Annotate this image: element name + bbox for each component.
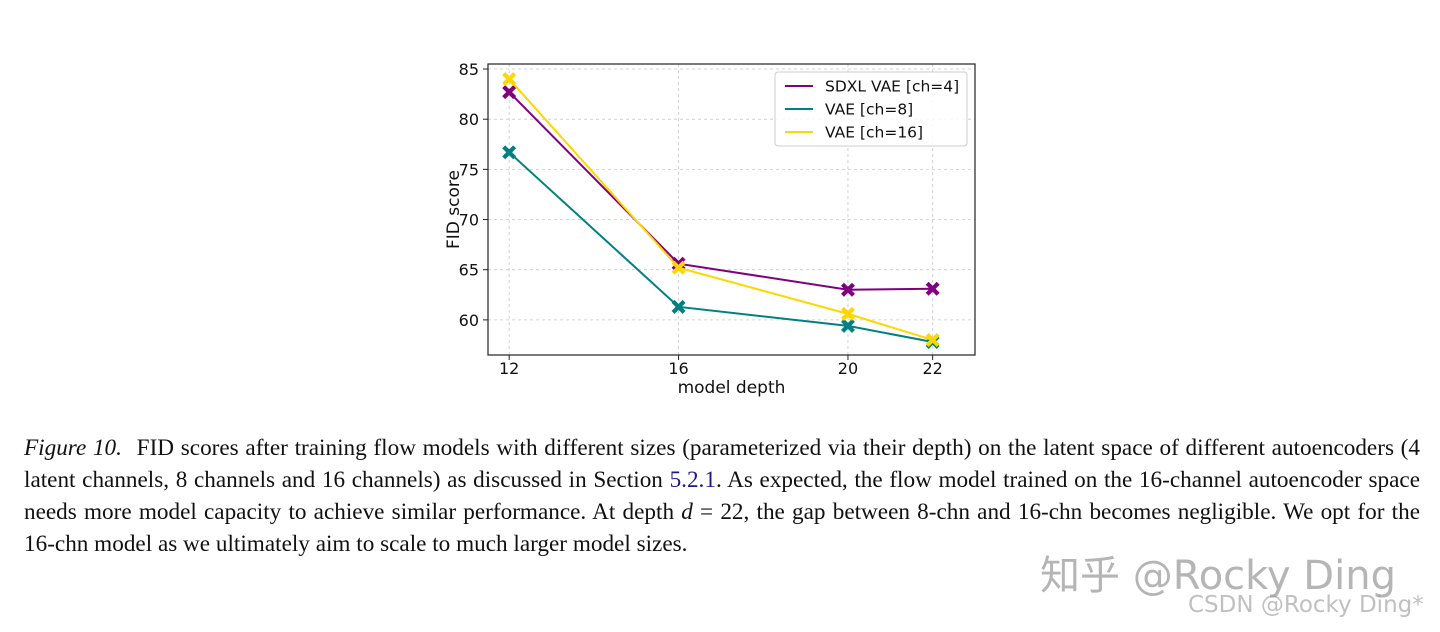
caption-math-variable: d xyxy=(681,499,693,525)
x-marker-point xyxy=(840,306,855,321)
x-tick-label: 16 xyxy=(668,359,688,378)
caption-text-1: FID scores after training flow models wi… xyxy=(24,435,1421,493)
series-0 xyxy=(502,85,940,297)
y-tick-label: 85 xyxy=(459,60,479,79)
x-tick-label: 22 xyxy=(922,359,942,378)
x-marker-point xyxy=(925,332,940,347)
series-1 xyxy=(502,145,940,349)
y-tick-label: 70 xyxy=(459,211,479,230)
y-tick-label: 60 xyxy=(459,311,479,330)
x-marker-point xyxy=(671,260,686,275)
x-marker-point xyxy=(502,145,517,160)
csdn-watermark: CSDN @Rocky Ding* xyxy=(1188,592,1424,618)
series-lines xyxy=(502,72,940,349)
legend-box xyxy=(774,71,968,147)
legend-label: SDXL VAE [ch=4] xyxy=(825,78,959,96)
plot-frame xyxy=(487,63,976,356)
legend-label: VAE [ch=8] xyxy=(825,101,913,119)
x-tick-label: 20 xyxy=(838,359,858,378)
y-tick-label: 65 xyxy=(459,261,479,280)
series-2 xyxy=(502,72,940,347)
fid-line-chart: 12 16 20 22 60 65 70 75 80 85 model depth FID sco… xyxy=(444,60,976,398)
x-marker-point xyxy=(840,282,855,297)
x-marker-point xyxy=(840,318,855,333)
x-marker-point xyxy=(925,281,940,296)
caption-figure-label: Figure 10. xyxy=(24,435,122,461)
legend: SDXL VAE [ch=4] VAE [ch=8] VAE [ch=16] xyxy=(774,71,968,147)
x-tick-label: 12 xyxy=(499,359,519,378)
x-marker-point xyxy=(671,299,686,314)
legend-label: VAE [ch=16] xyxy=(825,124,923,142)
x-marker-point xyxy=(502,72,517,87)
series-line xyxy=(508,78,933,341)
zhihu-watermark: 知乎 @Rocky Ding xyxy=(1040,553,1396,599)
caption-text-3: , the gap between 8-chn and 16-chn becom… xyxy=(24,499,1420,557)
y-tick-label: 80 xyxy=(459,110,479,129)
series-line xyxy=(508,91,933,291)
y-axis-label: FID score xyxy=(444,170,464,249)
y-tick-label: 75 xyxy=(459,160,479,179)
x-axis-label: model depth xyxy=(678,378,786,398)
caption-text-2: . As expected, the flow model trained on… xyxy=(24,467,1421,525)
axis-ticks: 12 16 20 22 60 65 70 75 80 85 xyxy=(459,60,943,378)
series-line xyxy=(508,151,933,343)
x-marker-point xyxy=(502,85,517,100)
caption-math-value: = 22 xyxy=(692,499,744,525)
section-reference-link[interactable]: 5.2.1 xyxy=(669,467,716,493)
figure-caption: Figure 10. FID scores after training flo… xyxy=(24,432,1420,560)
x-marker-point xyxy=(671,256,686,271)
